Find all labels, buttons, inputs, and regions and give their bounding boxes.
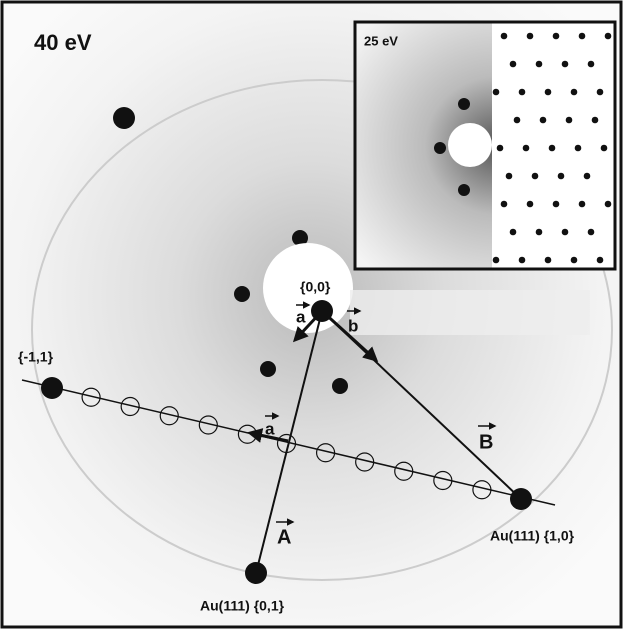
lattice-dot (510, 229, 517, 236)
lattice-dot (545, 89, 552, 96)
lattice-dot (588, 61, 595, 68)
figure: 40 eV {0,0} {-1,1} Au(111) {1,0} Au(111)… (0, 0, 623, 629)
lattice-dot (553, 33, 560, 40)
lattice-dot (605, 33, 612, 40)
spot (234, 286, 250, 302)
lattice-dot (493, 257, 500, 264)
lattice-dot (579, 33, 586, 40)
vector-label: A (277, 526, 291, 548)
lattice-dot (540, 117, 547, 124)
inset-energy-label: 25 eV (364, 33, 398, 48)
spot-label: {0,0} (300, 279, 331, 295)
lattice-dot (553, 201, 560, 208)
lattice-dot (536, 229, 543, 236)
lattice-dot (588, 229, 595, 236)
lattice-dot (579, 201, 586, 208)
lattice-dot (571, 89, 578, 96)
lattice-dot (584, 173, 591, 180)
lattice-dot (519, 257, 526, 264)
lattice-dot (501, 201, 508, 208)
spot-00 (311, 300, 333, 322)
lattice-dot (545, 257, 552, 264)
spot-01 (245, 562, 267, 584)
holder-shadow (350, 290, 590, 335)
lattice-dot (601, 145, 608, 152)
vector-label: a (265, 419, 275, 438)
lattice-dot (605, 201, 612, 208)
inset: 25 eV (355, 22, 615, 269)
spot (113, 107, 135, 129)
spot-m11 (41, 377, 63, 399)
lattice-dot (536, 61, 543, 68)
inset-gun-shadow (448, 123, 492, 167)
lattice-dot (523, 145, 530, 152)
spot (332, 378, 348, 394)
lattice-dot (527, 201, 534, 208)
lattice-dot (597, 89, 604, 96)
vector-label: a (296, 307, 306, 326)
lattice-dot (597, 257, 604, 264)
page: {"energy_label": "40 eV", "inset": {"ene… (0, 0, 623, 629)
vector-label: b (348, 316, 358, 335)
spot-label: Au(111) {1,0} (490, 528, 575, 544)
lattice-dot (571, 257, 578, 264)
spot-10 (510, 488, 532, 510)
lattice-dot (566, 117, 573, 124)
lattice-dot (532, 173, 539, 180)
lattice-dot (506, 173, 513, 180)
lattice-dot (493, 89, 500, 96)
lattice-dot (592, 117, 599, 124)
lattice-dot (562, 61, 569, 68)
lattice-dot (558, 173, 565, 180)
lattice-dot (549, 145, 556, 152)
lattice-dot (562, 229, 569, 236)
lattice-dot (510, 61, 517, 68)
spot-label: Au(111) {0,1} (200, 598, 285, 614)
spot (458, 98, 470, 110)
lattice-dot (575, 145, 582, 152)
spot (458, 184, 470, 196)
spot-label: {-1,1} (18, 349, 54, 365)
lattice-dot (527, 33, 534, 40)
vector-label: B (479, 431, 493, 453)
spot (434, 142, 446, 154)
lattice-dot (497, 145, 504, 152)
lattice-dot (514, 117, 521, 124)
energy-label: 40 eV (34, 30, 92, 55)
spot (260, 361, 276, 377)
lattice-dot (519, 89, 526, 96)
lattice-dot (501, 33, 508, 40)
